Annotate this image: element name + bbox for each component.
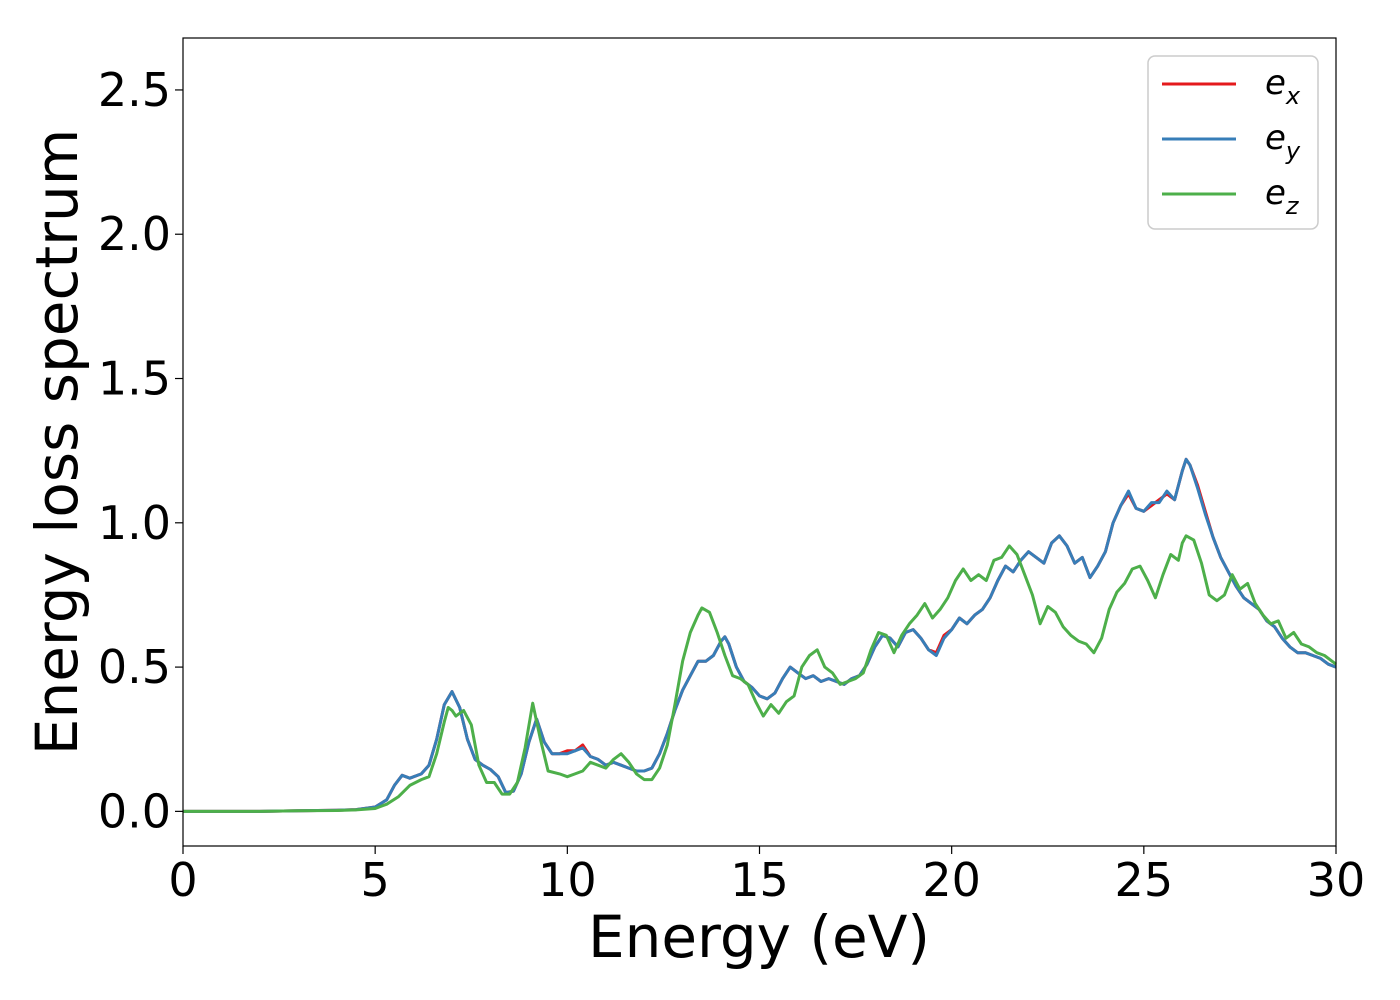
legend-label-e_x: ex — [1265, 63, 1301, 110]
x-tick-label: 20 — [922, 853, 981, 907]
x-tick-label: 15 — [730, 853, 789, 907]
y-tick-label: 1.5 — [98, 352, 171, 406]
x-tick-label: 0 — [168, 853, 197, 907]
y-tick-label: 2.5 — [98, 63, 171, 117]
series-line-e_x — [183, 457, 1337, 813]
x-tick-label: 30 — [1307, 853, 1366, 907]
x-tick-label: 25 — [1115, 853, 1174, 907]
x-axis-ticks: 0 5 10 15 20 25 30 — [168, 846, 1365, 907]
x-axis-title: Energy (eV) — [588, 903, 930, 971]
x-tick-label: 5 — [361, 853, 390, 907]
y-tick-label: 2.0 — [98, 207, 171, 261]
y-tick-label: 0.0 — [98, 784, 171, 838]
series-line-e_z — [183, 534, 1337, 813]
legend-label-e_y: ey — [1265, 118, 1301, 165]
legend-box — [1147, 55, 1319, 230]
y-tick-label: 0.5 — [98, 640, 171, 694]
y-axis-ticks: 0.0 0.5 1.0 1.5 2.0 2.5 — [98, 63, 183, 838]
series-layer — [183, 457, 1337, 813]
y-tick-label: 1.0 — [98, 496, 171, 550]
series-line-e_y — [183, 457, 1337, 813]
y-axis-title: Energy loss spectrum — [23, 129, 91, 755]
legend: ex ey ez — [1147, 55, 1319, 230]
legend-label-e_z: ez — [1265, 173, 1300, 220]
legend-items: ex ey ez — [1162, 63, 1301, 220]
x-tick-label: 10 — [538, 853, 597, 907]
